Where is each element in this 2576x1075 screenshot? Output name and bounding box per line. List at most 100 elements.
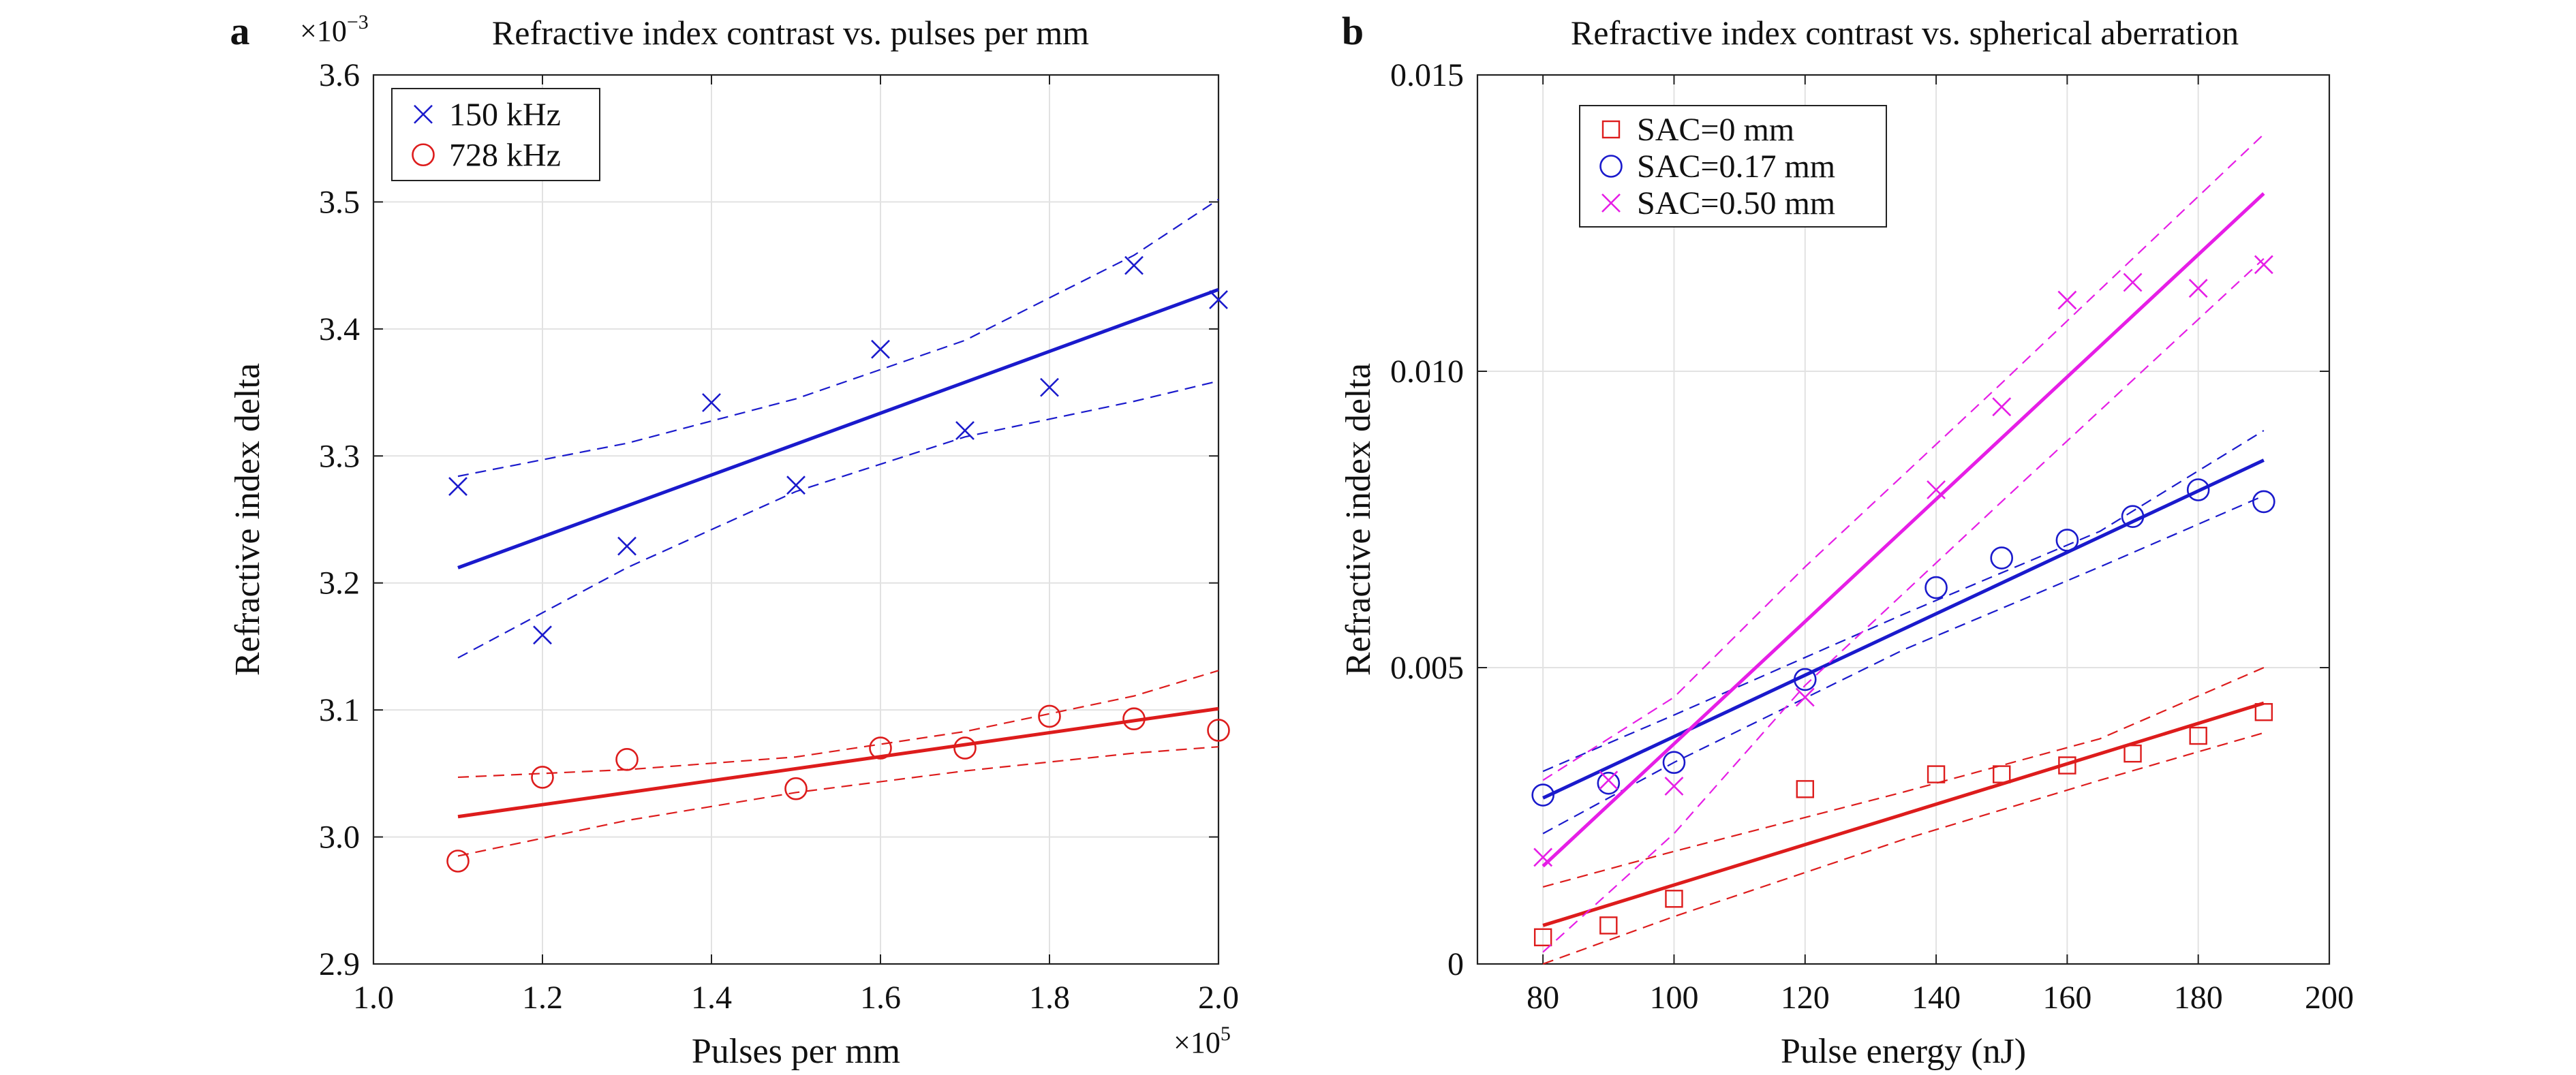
series-1: [448, 198, 1228, 659]
panel-b: 80 100 120 140 160 180 200 0 0.005 0.010 0.015 b Ref…: [1339, 9, 2354, 1071]
y-tick-label: 3.0: [319, 820, 360, 856]
x-tick-label: 2.0: [1198, 980, 1239, 1016]
data-point: [2189, 726, 2207, 745]
data-point: [1207, 719, 1230, 742]
data-point: [1990, 546, 2014, 570]
confidence-band-lower: [1542, 258, 2265, 953]
data-point: [1927, 480, 1946, 499]
data-point: [2058, 756, 2076, 775]
chart-title: Refractive index contrast vs. pulses per…: [492, 14, 1089, 52]
series-2: [1531, 430, 2275, 835]
data-point: [953, 736, 977, 760]
data-point: [617, 536, 637, 556]
data-point: [2123, 744, 2142, 763]
x-tick-label: 1.8: [1029, 980, 1070, 1016]
data-point: [1795, 687, 1815, 707]
y-tick-label: 3.6: [319, 57, 360, 93]
y-tick-label: 0.005: [1390, 650, 1464, 686]
data-point: [446, 850, 470, 873]
data-point: [2188, 279, 2208, 298]
data-point: [1122, 707, 1146, 730]
data-point: [2254, 703, 2273, 721]
x-tick-label: 1.4: [691, 980, 732, 1016]
data-point: [2055, 529, 2079, 552]
panel-letter: a: [230, 9, 250, 53]
data-point: [955, 421, 975, 440]
panel-letter: b: [1342, 9, 1364, 53]
data-point: [1040, 377, 1059, 397]
x-tick-label: 140: [1912, 980, 1961, 1016]
plot-frame: [1476, 74, 2331, 965]
y-multiplier-exponent: −3: [347, 11, 369, 33]
x-axis-label: Pulses per mm: [692, 1032, 900, 1071]
x-tick-label: 100: [1649, 980, 1698, 1016]
series-1: [1533, 666, 2273, 965]
data-point: [1533, 847, 1553, 867]
y-tick-label: 3.5: [319, 184, 360, 220]
y-axis-label: Refractive index delta: [228, 363, 267, 676]
legend-marker: [414, 104, 433, 124]
y-tick-label: 2.9: [319, 946, 360, 982]
confidence-band-upper: [457, 198, 1219, 478]
x-tick-label: 1.6: [860, 980, 901, 1016]
y-tick-label: 0.010: [1390, 354, 1464, 390]
fit-line: [1542, 458, 2265, 800]
series-2: [446, 670, 1230, 873]
confidence-band-lower: [1542, 495, 2265, 835]
data-point: [1038, 704, 1061, 728]
plot-frame: [372, 74, 1220, 965]
x-multiplier-exponent: 5: [1221, 1023, 1231, 1045]
confidence-band-upper: [1542, 430, 2265, 773]
legend: 150 kHz 728 kHz: [391, 88, 600, 181]
legend-marker: [1601, 193, 1621, 213]
confidence-band-upper: [1542, 666, 2265, 888]
series-3: [1533, 134, 2273, 953]
data-point: [1531, 783, 1554, 807]
legend-label: 728 kHz: [449, 137, 561, 173]
confidence-band-upper: [457, 670, 1219, 779]
data-point: [615, 748, 639, 771]
y-multiplier: ×10−3: [300, 11, 369, 48]
x-tick-label: 1.0: [353, 980, 394, 1016]
y-tick-label: 3.3: [319, 438, 360, 474]
fit-line: [457, 706, 1219, 819]
y-tick-label: 0: [1447, 946, 1464, 982]
x-tick-label: 120: [1781, 980, 1830, 1016]
data-point: [2057, 290, 2077, 310]
y-tick-label: 3.4: [319, 311, 360, 347]
data-point: [1993, 765, 2011, 783]
data-point: [1992, 397, 2012, 417]
data-point: [2121, 505, 2145, 528]
legend-marker: [412, 143, 435, 167]
x-multiplier: ×105: [1174, 1023, 1231, 1059]
fit-line: [1542, 192, 2265, 868]
data-point: [2252, 490, 2275, 514]
confidence-band-lower: [457, 380, 1219, 659]
fit-line: [1542, 701, 2265, 927]
chart-title: Refractive index contrast vs. spherical …: [1571, 14, 2239, 52]
x-tick-label: 160: [2042, 980, 2091, 1016]
data-point: [1665, 890, 1683, 908]
data-point: [1793, 668, 1817, 691]
x-tick-label: 1.2: [522, 980, 563, 1016]
x-tick-label: 200: [2305, 980, 2354, 1016]
y-tick-label: 3.1: [319, 692, 360, 728]
data-point: [1597, 771, 1621, 795]
panel-a: 1.0 1.2 1.4 1.6 1.8 2.0 2.9 3.0 3.1 3.2 3.3 3.4 3.5 3…: [228, 9, 1239, 1071]
legend-marker: [1601, 120, 1621, 139]
data-point: [786, 476, 806, 495]
data-point: [1599, 770, 1619, 790]
data-point: [2123, 272, 2143, 292]
legend-label: SAC=0.50 mm: [1637, 185, 1835, 221]
data-point: [1124, 255, 1144, 275]
data-point: [1599, 916, 1618, 935]
x-multiplier-base: ×10: [1174, 1026, 1221, 1059]
data-point: [1533, 928, 1552, 947]
data-point: [1662, 751, 1686, 774]
data-point: [869, 736, 892, 760]
x-axis-label: Pulse energy (nJ): [1781, 1032, 2026, 1071]
y-tick-label: 0.015: [1390, 57, 1464, 93]
legend-label: 150 kHz: [449, 97, 561, 133]
data-point: [784, 777, 808, 800]
